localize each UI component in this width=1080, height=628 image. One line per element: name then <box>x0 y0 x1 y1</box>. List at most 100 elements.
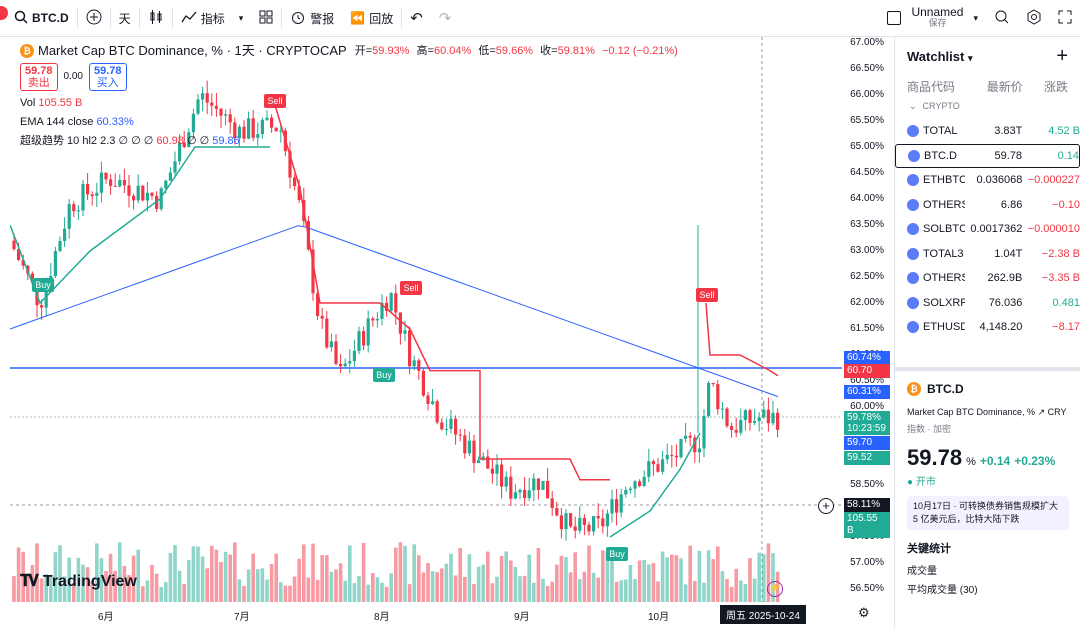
candle-body <box>619 494 623 513</box>
volume-bar <box>233 542 237 602</box>
alert-button[interactable]: 警报 <box>282 0 342 37</box>
col-change[interactable]: 涨跌 <box>1043 79 1068 94</box>
indicators-button[interactable]: 指标 ▾ <box>173 0 252 37</box>
volume-legend[interactable]: Vol 105.55 B <box>20 95 678 111</box>
settings-button[interactable] <box>1018 0 1050 37</box>
supertrend-legend[interactable]: 超级趋势 10 hl2 2.3 ∅ ∅ ∅ 60.98 ∅ ∅ 59.86 <box>20 133 678 149</box>
symbol-icon <box>908 149 920 162</box>
add-symbol-icon[interactable]: + <box>1056 44 1068 67</box>
watchlist-group[interactable]: ⌄ CRYPTO <box>895 97 1080 115</box>
candle-body <box>601 518 605 527</box>
high-label: 高= <box>416 45 434 57</box>
symbol-search-button[interactable]: BTC.D <box>0 0 77 37</box>
price-tick: 63.00% <box>850 245 884 256</box>
volume-bar <box>85 567 90 602</box>
chevron-down-icon[interactable]: ▾ <box>238 12 244 23</box>
fullscreen-button[interactable] <box>1050 0 1080 37</box>
watchlist-title-button[interactable]: Watchlist ▾ <box>907 49 972 64</box>
change-value: −0.12 (−0.21%) <box>601 45 678 57</box>
volume-bar <box>619 580 623 602</box>
col-symbol[interactable]: 商品代码 <box>907 79 956 94</box>
candle-body <box>141 185 145 201</box>
st-placeholder-2: ∅ ∅ <box>186 135 210 147</box>
add-crosshair-button[interactable]: + <box>818 498 834 514</box>
last-price: 4,148.20 <box>979 321 1023 334</box>
candle-body <box>251 118 255 138</box>
indicators-label: 指标 <box>200 11 225 26</box>
buy-button[interactable]: 59.78 买入 <box>89 63 127 91</box>
watchlist-row[interactable]: ETHUSD 4,148.20 −8.17 <box>895 315 1080 340</box>
candle-body <box>573 526 577 531</box>
candle-body <box>316 293 320 316</box>
sell-price: 59.78 <box>25 65 53 77</box>
volume-bar <box>683 584 688 602</box>
ema-value: 60.33% <box>96 116 134 128</box>
buy-marker-text: Buy <box>35 280 51 290</box>
ema-legend[interactable]: EMA 144 close 60.33% <box>20 114 678 130</box>
interval-button[interactable]: 天 <box>111 0 139 37</box>
news-item[interactable]: 10月17日 · 可转换债券销售规模扩大5 亿美元后，比特大陆下跌 <box>907 496 1069 530</box>
search-icon <box>14 10 28 27</box>
candle-body <box>270 117 274 128</box>
buy-marker-text: Buy <box>376 370 392 380</box>
axis-settings-icon[interactable]: ⚙ <box>858 605 870 620</box>
chart-type-button[interactable] <box>140 0 172 37</box>
time-tick: 8月 <box>374 612 390 623</box>
watchlist-row[interactable]: TOTAL 3.83T 4.52 B <box>895 119 1080 144</box>
sell-button[interactable]: 59.78 卖出 <box>20 63 58 91</box>
zoom-icon <box>994 9 1010 28</box>
volume-bar <box>679 558 683 602</box>
price-label-supertrend-up: 60.74% <box>844 351 890 365</box>
watchlist-row[interactable]: BTC.D 59.78 0.14 <box>895 143 1080 168</box>
layout-menu[interactable]: Unnamed 保存 ▾ <box>879 0 986 37</box>
candle-body <box>642 476 646 486</box>
volume-bar <box>136 549 140 602</box>
volume-bar <box>725 578 729 602</box>
volume-bar <box>81 564 85 602</box>
chart-pane[interactable]: Buy Sell Sell Buy Sell Buy ₿ Market Cap BTC D… <box>10 37 890 628</box>
volume-bar <box>53 552 58 602</box>
candle-body <box>256 134 260 138</box>
price-tick: 57.00% <box>850 557 884 568</box>
price-change: −2.38 B <box>1041 247 1080 260</box>
candle-body <box>412 360 416 367</box>
time-axis[interactable]: 周五 2025-10-24 6月 7月 8月 9月 10月 <box>10 602 842 628</box>
col-last[interactable]: 最新价 <box>986 79 1023 94</box>
quick-search-button[interactable] <box>986 0 1018 37</box>
price-axis[interactable]: 56.50%57.00%57.50%58.00%58.50%59.00%59.5… <box>842 37 890 628</box>
layouts-button[interactable] <box>251 0 281 37</box>
watchlist-row[interactable]: ETHBTC 0.036068 −0.000227 <box>895 168 1080 193</box>
compare-button[interactable] <box>78 0 110 37</box>
volume-bar <box>343 580 347 602</box>
volume-bar <box>647 564 651 602</box>
symbol-name: SOLXRP <box>923 296 965 309</box>
candle-body <box>150 192 154 196</box>
sell-marker: Sell <box>264 94 286 108</box>
volume-bar <box>665 557 669 602</box>
redo-button[interactable]: ↷ <box>431 0 460 37</box>
candle-body <box>693 437 697 453</box>
watchlist-row[interactable]: OTHERS 262.9B −3.35 B <box>895 266 1080 291</box>
volume-bar <box>674 555 679 602</box>
candle-body <box>178 142 182 162</box>
watchlist-row[interactable]: SOLXRP 76.036 0.481 <box>895 291 1080 316</box>
price-tick: 62.50% <box>850 271 884 282</box>
bitcoin-icon: ₿ <box>907 382 921 396</box>
candle-body <box>58 240 62 252</box>
undo-button[interactable]: ↶ <box>402 0 431 37</box>
watchlist-row[interactable]: TOTAL3 1.04T −2.38 B <box>895 242 1080 267</box>
volume-bar <box>214 549 219 602</box>
external-link-icon[interactable]: ↗ <box>1037 407 1046 417</box>
price-tick: 65.00% <box>850 141 884 152</box>
price-chart[interactable]: Buy Sell Sell Buy Sell Buy <box>10 37 842 602</box>
sell-marker-bg <box>696 288 718 302</box>
candle-body <box>113 185 117 187</box>
replay-button[interactable]: ⏪ 回放 <box>342 0 401 37</box>
lightning-icon[interactable]: ⚡ <box>767 581 783 597</box>
candle-body <box>776 412 780 430</box>
crosshair-date-label: 周五 2025-10-24 <box>720 605 806 624</box>
watchlist-row[interactable]: OTHERS 6.86 −0.10 <box>895 193 1080 218</box>
volume-bar <box>371 573 375 602</box>
detail-symbol[interactable]: BTC.D <box>927 382 964 396</box>
watchlist-row[interactable]: SOLBTC 0.0017362 −0.000010 <box>895 217 1080 242</box>
